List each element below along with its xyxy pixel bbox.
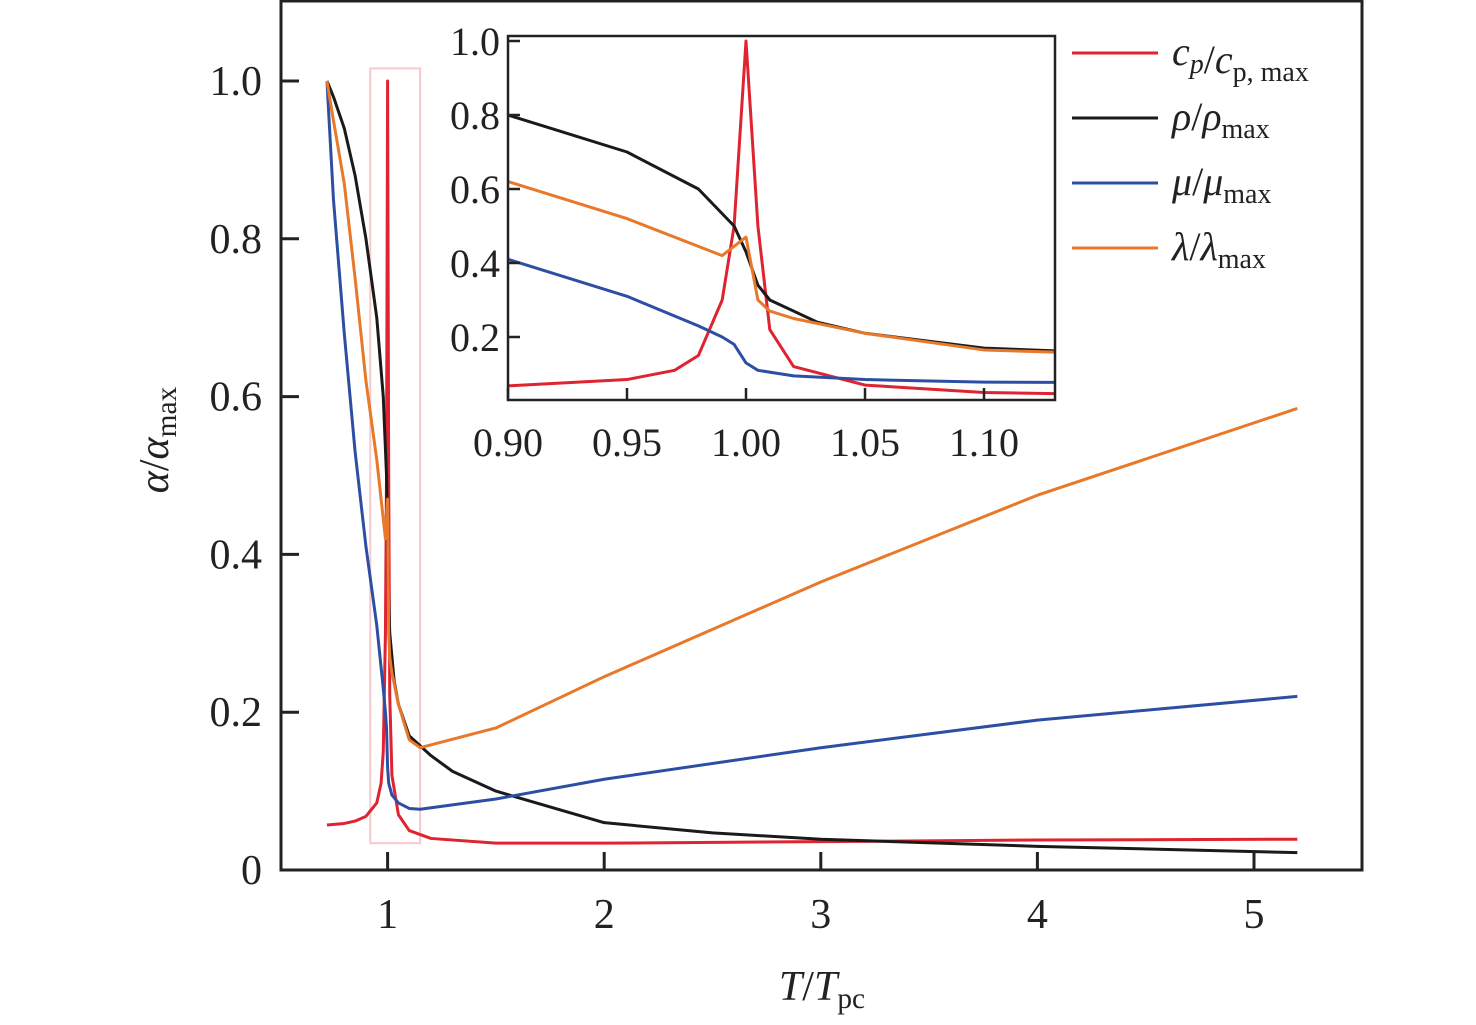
y-axis-label-part: α [132, 436, 178, 459]
x-tick-label-part: 4 [1027, 892, 1048, 938]
inset-series-line-cp [508, 39, 1055, 396]
inset-x-tick-label-part: 1.10 [949, 420, 1019, 465]
inset-y-tick-label-part: 0.2 [450, 315, 500, 360]
legend-label-mu-part: max [1223, 179, 1271, 210]
y-axis-label-part: / [132, 459, 178, 471]
inset-plot-lines [508, 39, 1055, 396]
legend-label-mu-part: / [1192, 159, 1204, 204]
legend-label-rho-part: max [1222, 114, 1270, 145]
x-tick-label-part: 1 [377, 892, 398, 938]
legend-label-cp-part: c [1172, 29, 1190, 74]
legend-label-lambda-part: λ [1171, 224, 1189, 269]
series-line-cp [326, 79, 1298, 845]
y-tick-label-part: 0.8 [210, 217, 263, 263]
legend-label-mu: μ/μmax [1171, 159, 1272, 210]
inset-x-tick-label: 1.00 [711, 420, 781, 465]
x-tick-label: 4 [1027, 892, 1048, 938]
inset-y-tick-label: 0.6 [450, 167, 500, 212]
x-axis-label-part: / [802, 964, 814, 1010]
inset-x-tick-label-part: 0.90 [473, 420, 543, 465]
y-tick-label-part: 0.2 [210, 690, 263, 736]
x-axis-label: T/Tpc [779, 964, 865, 1015]
y-tick-label-part: 0 [241, 848, 262, 894]
legend-label-cp-part: c [1215, 37, 1233, 82]
inset-y-tick-label: 0.4 [450, 241, 500, 286]
y-tick-label: 0.6 [210, 375, 263, 421]
inset-x-tick-label: 0.95 [592, 420, 662, 465]
x-axis-label-part: T [814, 964, 840, 1010]
legend-label-lambda-part: / [1189, 224, 1201, 269]
y-axis-label-part: α [132, 470, 178, 493]
inset-x-tick-label: 1.10 [949, 420, 1019, 465]
inset-x-tick-label: 0.90 [473, 420, 543, 465]
inset-background [508, 36, 1055, 400]
y-tick-label-part: 1.0 [210, 59, 263, 105]
inset-y-tick-label-part: 1.0 [450, 19, 500, 64]
legend-label-rho-part: / [1191, 94, 1203, 139]
inset-x-tick-label-part: 0.95 [592, 420, 662, 465]
y-axis-label: α/αmax [132, 387, 183, 494]
legend-label-cp-part: p, max [1233, 57, 1309, 88]
legend-label-mu-part: μ [1202, 159, 1223, 204]
inset-y-tick-label-part: 0.4 [450, 241, 500, 286]
x-tick-label-part: 2 [594, 892, 615, 938]
legend-label-cp: cp/cp, max [1172, 29, 1309, 88]
legend-label-lambda: λ/λmax [1171, 224, 1266, 275]
y-tick-label: 0.2 [210, 690, 263, 736]
y-axis-label-part: max [151, 387, 183, 438]
y-tick-label-part: 0.4 [210, 532, 263, 578]
inset-y-tick-label: 1.0 [450, 19, 500, 64]
x-tick-label-part: 3 [810, 892, 831, 938]
legend-label-rho: ρ/ρmax [1170, 94, 1270, 145]
main-plot-lines [325, 79, 1298, 855]
inset-axes-frame [506, 34, 1057, 402]
x-axis-label-part: pc [837, 983, 865, 1015]
zoom-region-highlight [369, 67, 422, 845]
y-tick-label: 0.8 [210, 217, 263, 263]
inset-y-tick-label: 0.2 [450, 315, 500, 360]
inset-x-tick-label: 1.05 [830, 420, 900, 465]
x-tick-label: 5 [1244, 892, 1265, 938]
legend-label-mu-part: μ [1171, 159, 1192, 204]
inset-y-tick-label-part: 0.8 [450, 93, 500, 138]
inset-series-line-mu [508, 257, 1055, 384]
inset-y-tick-label-part: 0.6 [450, 167, 500, 212]
x-tick-label: 2 [594, 892, 615, 938]
series-line-lambda [325, 80, 1298, 750]
inset-series-line-lambda [508, 179, 1055, 354]
legend-label-lambda-part: max [1218, 244, 1266, 275]
series-line-mu [325, 80, 1298, 811]
legend-label-lambda-part: λ [1199, 224, 1217, 269]
legend-label-rho-part: ρ [1200, 94, 1221, 139]
inset-y-tick-label: 0.8 [450, 93, 500, 138]
y-tick-label: 0.4 [210, 532, 263, 578]
legend-label-cp-part: p [1188, 49, 1204, 80]
y-tick-label: 1.0 [210, 59, 263, 105]
x-tick-label: 3 [810, 892, 831, 938]
legend-label-cp-part: / [1204, 37, 1216, 82]
inset-x-tick-label-part: 1.00 [711, 420, 781, 465]
x-tick-label: 1 [377, 892, 398, 938]
legend-label-rho-part: ρ [1170, 94, 1191, 139]
inset-x-tick-label-part: 1.05 [830, 420, 900, 465]
x-axis-label-part: T [779, 964, 805, 1010]
y-tick-label-part: 0.6 [210, 375, 263, 421]
x-tick-label-part: 5 [1244, 892, 1265, 938]
series-line-rho [325, 80, 1298, 855]
y-tick-label: 0 [241, 848, 262, 894]
